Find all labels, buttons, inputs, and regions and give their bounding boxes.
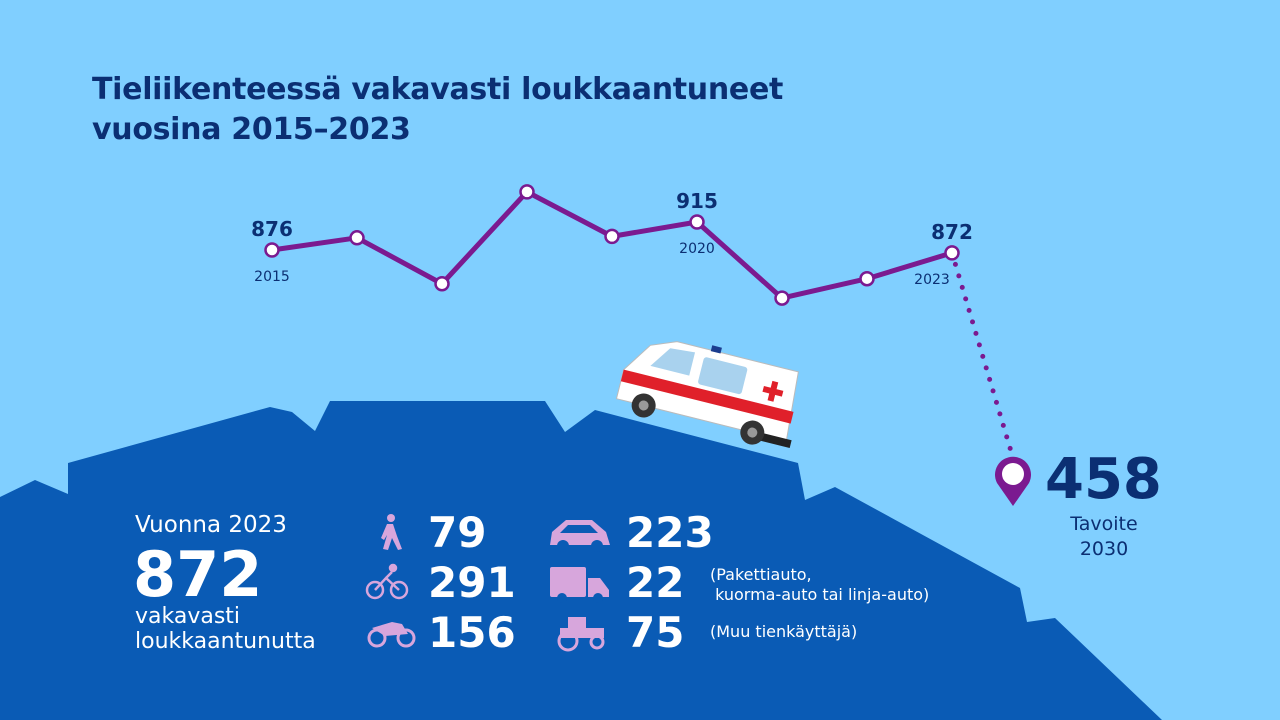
data-point-2016 <box>349 230 365 246</box>
data-label-2020: 915 <box>676 189 718 213</box>
target-value: 458 <box>1045 447 1162 512</box>
motorcycle-icon <box>367 622 416 648</box>
car-icon <box>550 520 610 552</box>
data-point-2017 <box>434 275 450 292</box>
data-point-2020 <box>689 214 705 230</box>
data-point-2018 <box>519 184 535 200</box>
target-caption-1: Tavoite <box>1070 513 1138 535</box>
mountain <box>0 401 1162 720</box>
summary-year-label: Vuonna 2023 <box>135 512 287 538</box>
pedestrian-icon <box>381 514 402 550</box>
truck-note-2: kuorma-auto tai linja-auto) <box>710 585 930 604</box>
tractor-value: 75 <box>626 608 685 657</box>
ambulance-illustration <box>615 341 799 449</box>
truck-note: (Pakettiauto, kuorma-auto tai linja-auto… <box>710 565 929 605</box>
title-line-2: vuosina 2015–2023 <box>92 112 411 147</box>
truck-icon <box>550 567 609 603</box>
motorcycle-value: 156 <box>428 608 516 657</box>
data-label-2015: 876 <box>251 217 293 241</box>
tractor-note: (Muu tienkäyttäjä) <box>710 622 858 641</box>
tick-label-2015: 2015 <box>254 269 290 285</box>
summary-description: vakavasti loukkaantunutta <box>135 604 316 654</box>
tractor-icon <box>557 617 605 652</box>
data-point-2022 <box>859 270 875 287</box>
data-point-2015 <box>264 242 280 258</box>
tick-label-2023: 2023 <box>914 272 950 288</box>
line-chart: 876 2015 915 2020 872 2023 <box>251 184 1016 461</box>
bicycle-icon <box>365 563 409 600</box>
target-caption: Tavoite 2030 <box>1052 512 1156 562</box>
data-point-2021 <box>774 290 790 306</box>
data-label-2023: 872 <box>931 220 973 244</box>
tick-label-2020: 2020 <box>679 241 715 257</box>
summary-desc-2: loukkaantunutta <box>135 629 316 654</box>
car-value: 223 <box>626 508 714 557</box>
page-title: Tieliikenteessä vakavasti loukkaantuneet… <box>92 70 783 150</box>
summary-desc-1: vakavasti <box>135 604 241 629</box>
pedestrian-value: 79 <box>428 508 487 557</box>
target-caption-2: 2030 <box>1079 538 1129 560</box>
title-line-1: Tieliikenteessä vakavasti loukkaantuneet <box>92 72 784 107</box>
data-point-2023 <box>944 245 960 261</box>
bicycle-value: 291 <box>428 558 516 607</box>
data-point-2019 <box>604 228 620 245</box>
target-projection-line <box>949 250 1016 461</box>
series-line <box>271 189 953 301</box>
summary-total: 872 <box>133 538 263 611</box>
truck-value: 22 <box>626 558 685 607</box>
truck-note-1: (Pakettiauto, <box>710 565 812 584</box>
target-pin-icon <box>995 456 1031 506</box>
